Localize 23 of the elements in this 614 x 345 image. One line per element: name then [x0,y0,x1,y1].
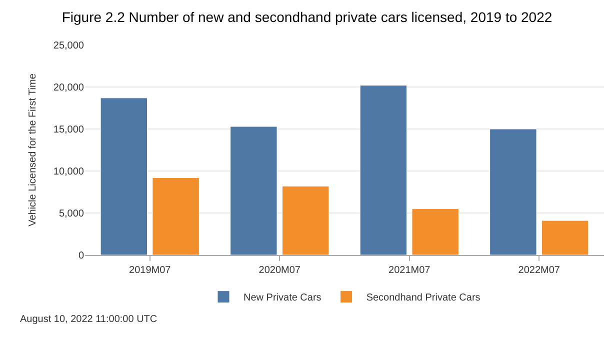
y-tick-label: 5,000 [58,208,84,220]
y-axis-title: Vehicle Licensed for the First Time [27,73,38,226]
bar [100,98,148,255]
chart-title: Figure 2.2 Number of new and secondhand private cars licensed, 2019 to 2022 [62,8,552,25]
bar [412,208,459,255]
bar [230,126,278,255]
x-tick-label: 2022M07 [518,265,560,276]
y-tick-label: 15,000 [53,124,84,136]
legend-label: Secondhand Private Cars [366,292,480,304]
text: August 10, 2022 11:00:00 UTC [20,314,158,325]
bar [541,220,589,255]
x-tick-label: 2019M07 [129,265,172,276]
bar [282,186,330,255]
legend-label: New Private Cars [244,292,322,304]
bar [360,85,408,255]
x-tick-label: 2021M07 [388,265,431,276]
bar [152,177,200,255]
y-tick-label: 25,000 [53,40,84,52]
y-tick-label: 20,000 [53,82,84,94]
bar [490,128,537,255]
x-tick-label: 2020M07 [258,265,301,276]
y-tick-label: 0 [78,250,84,262]
y-tick-label: 10,000 [53,166,84,178]
